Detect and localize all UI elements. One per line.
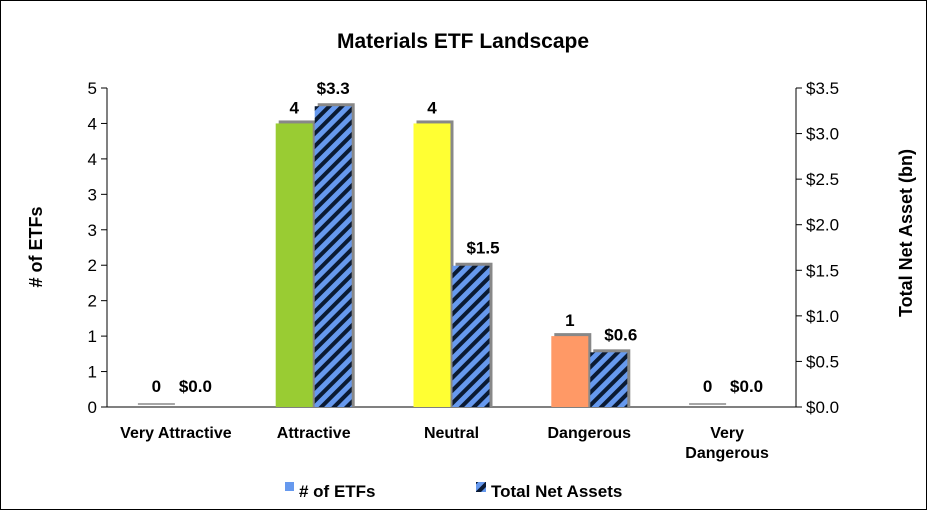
right-tick-label: $0.0 — [806, 398, 839, 417]
right-tick-label: $1.5 — [806, 261, 839, 280]
category-label: Very — [710, 425, 744, 442]
net-assets-data-label: $0.6 — [604, 325, 637, 344]
etf-count-bar — [275, 123, 313, 407]
left-tick-label: 2 — [88, 292, 97, 311]
etf-count-data-label: 4 — [427, 98, 437, 117]
left-axis-ticks: 0 1 1 2 2 3 3 4 4 5 — [88, 79, 107, 417]
left-tick-label: 3 — [88, 185, 97, 204]
etf-count-bar — [137, 403, 175, 405]
left-tick-label: 4 — [88, 150, 97, 169]
right-tick-label: $3.5 — [806, 79, 839, 98]
legend-swatch-net-assets — [476, 482, 486, 492]
etf-count-data-label: 1 — [565, 311, 574, 330]
left-tick-label: 1 — [88, 327, 97, 346]
net-assets-bar — [452, 265, 490, 407]
legend-label-etf-count: # of ETFs — [299, 482, 376, 501]
right-tick-label: $2.5 — [806, 170, 839, 189]
right-axis-ticks: $0.0 $0.5 $1.0 $1.5 $2.0 $2.5 $3.0 $3.5 — [796, 79, 839, 417]
etf-count-bar — [689, 403, 727, 405]
right-tick-label: $3.0 — [806, 125, 839, 144]
category-labels: Very Attractive Attractive Neutral Dangerou… — [120, 425, 769, 462]
legend: # of ETFs Total Net Assets — [285, 482, 622, 501]
legend-label-net-assets: Total Net Assets — [491, 482, 622, 501]
net-assets-data-label: $0.0 — [730, 377, 763, 396]
net-assets-data-label: $1.5 — [466, 239, 499, 258]
right-tick-label: $0.5 — [806, 352, 839, 371]
left-tick-label: 1 — [88, 363, 97, 382]
left-axis-title: # of ETFs — [26, 206, 46, 287]
right-tick-label: $2.0 — [806, 216, 839, 235]
left-tick-label: 0 — [88, 398, 97, 417]
right-axis-title: Total Net Asset (bn) — [896, 149, 916, 317]
right-tick-label: $1.0 — [806, 307, 839, 326]
data-labels: 0 $0.0 4 $3.3 4 $1.5 1 $0.6 0 $0.0 — [152, 79, 763, 396]
category-label: Very Attractive — [120, 425, 232, 442]
category-label: Attractive — [277, 425, 351, 442]
chart-title: Materials ETF Landscape — [337, 30, 589, 53]
category-label: Dangerous — [548, 425, 632, 442]
left-tick-label: 5 — [88, 79, 97, 98]
net-assets-data-label: $3.3 — [317, 79, 350, 98]
net-assets-data-label: $0.0 — [179, 377, 212, 396]
etf-count-bar — [413, 123, 451, 407]
net-assets-bar — [590, 352, 628, 407]
net-assets-bar — [314, 106, 352, 407]
etf-count-data-label: 0 — [152, 377, 161, 396]
category-label: Dangerous — [685, 445, 769, 462]
left-tick-label: 4 — [88, 114, 97, 133]
bars — [137, 103, 727, 407]
etf-count-data-label: 0 — [703, 377, 712, 396]
left-tick-label: 3 — [88, 221, 97, 240]
legend-swatch-etf-count — [285, 482, 294, 491]
etf-count-data-label: 4 — [289, 98, 299, 117]
left-tick-label: 2 — [88, 256, 97, 275]
category-label: Neutral — [424, 425, 479, 442]
etf-count-bar — [551, 336, 589, 407]
